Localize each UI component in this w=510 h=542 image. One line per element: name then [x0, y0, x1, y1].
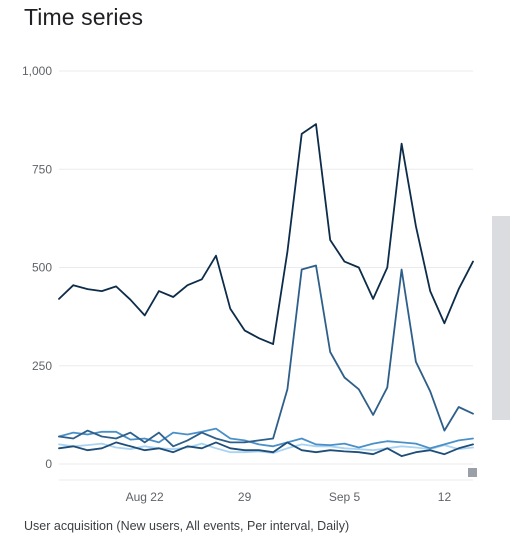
y-tick-label: 500 [32, 261, 52, 275]
resize-handle[interactable] [468, 468, 477, 477]
series-line-3 [58, 264, 474, 448]
series-line-2 [58, 441, 474, 457]
chart-title: Time series [24, 4, 144, 30]
x-tick-label: Aug 22 [126, 490, 164, 504]
grid-lines [59, 70, 473, 481]
y-tick-label: 0 [45, 457, 52, 471]
x-tick-label: 12 [438, 490, 452, 504]
series-line-5 [58, 442, 474, 454]
series-lines [58, 123, 474, 457]
y-axis-ticks: 0 250 500 750 1,000 [22, 64, 52, 471]
y-tick-label: 250 [32, 359, 52, 373]
y-tick-label: 750 [32, 162, 52, 176]
series-line-4 [58, 427, 474, 450]
scrollbar-track[interactable] [492, 216, 510, 420]
y-tick-label: 1,000 [22, 64, 52, 78]
chart-caption: User acquisition (New users, All events,… [24, 519, 350, 533]
series-line-1 [58, 123, 474, 345]
x-tick-label: 29 [238, 490, 252, 504]
x-tick-label: Sep 5 [329, 490, 361, 504]
x-axis-ticks: Aug 22 29 Sep 5 12 [126, 490, 452, 504]
